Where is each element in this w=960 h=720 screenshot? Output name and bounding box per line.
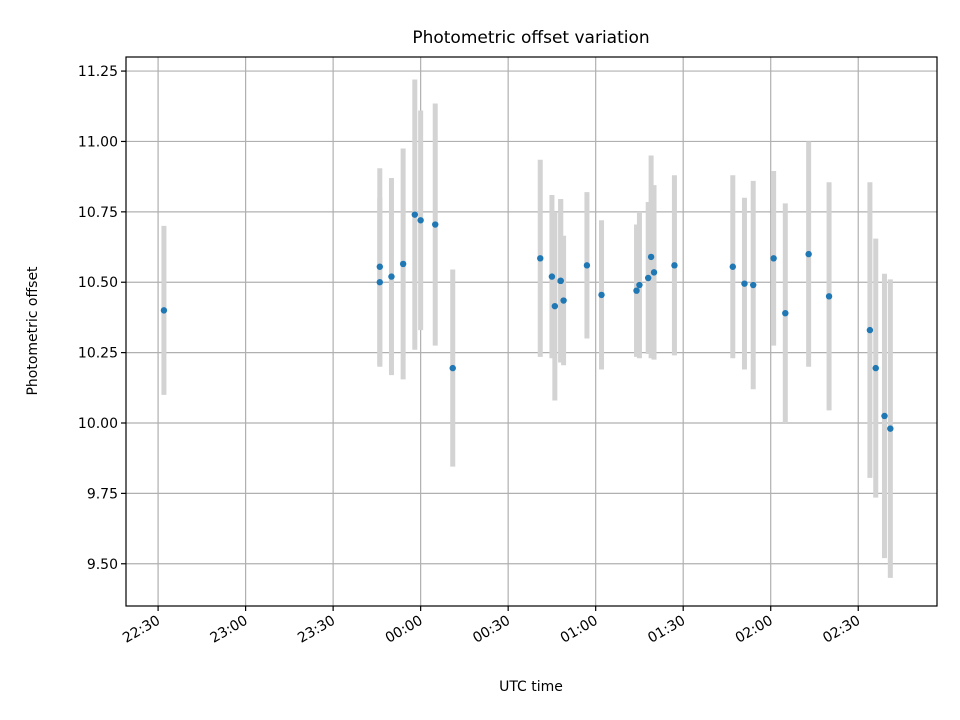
data-point (411, 211, 419, 218)
data-point (805, 250, 812, 258)
y-axis-label: Photometric offset (25, 266, 41, 396)
data-point (376, 263, 384, 270)
chart-title: Photometric offset variation (412, 28, 649, 48)
data-point (548, 273, 556, 280)
x-tick-label: 00:00 (383, 613, 426, 647)
x-tick-label: 02:30 (820, 613, 863, 647)
data-point (583, 262, 591, 269)
data-point (671, 262, 678, 269)
data-point (782, 310, 789, 317)
data-point (881, 412, 888, 420)
data-point (636, 281, 643, 289)
data-point (598, 291, 605, 299)
data-point (399, 260, 407, 268)
data-point (650, 269, 658, 276)
x-axis-label: UTC time (499, 679, 563, 695)
y-tick-label: 10.50 (78, 275, 118, 291)
x-axis-ticks: 22:30 23:00 23:30 00:00 00:30 01:00 01:30 02:00… (120, 606, 863, 647)
data-point (557, 277, 564, 285)
data-point (729, 263, 736, 270)
data-point (376, 279, 384, 286)
data-point (647, 253, 655, 261)
x-tick-label: 02:00 (733, 613, 776, 647)
y-tick-label: 9.75 (87, 486, 118, 502)
data-point (770, 255, 777, 262)
data-point (551, 302, 559, 310)
data-point (741, 280, 748, 287)
y-tick-label: 11.00 (78, 134, 118, 150)
data-point (644, 274, 652, 282)
y-tick-label: 10.25 (78, 346, 118, 362)
plot-frame (125, 56, 938, 607)
data-point (537, 255, 544, 262)
x-tick-label: 01:30 (645, 613, 688, 647)
x-tick-label: 00:30 (470, 613, 513, 647)
x-tick-label: 23:30 (295, 613, 338, 647)
y-tick-label: 11.25 (78, 64, 118, 80)
data-point (866, 326, 874, 334)
data-point (887, 425, 894, 432)
data-point (872, 364, 879, 372)
y-axis-ticks: 9.50 9.75 10.00 10.25 10.50 10.75 11.00 11.25 (78, 64, 126, 573)
data-point (449, 364, 456, 372)
data-point (417, 217, 424, 224)
data-point (388, 273, 395, 280)
data-point (825, 293, 833, 300)
data-point (160, 307, 168, 314)
x-tick-label: 01:00 (558, 613, 601, 647)
data-point (560, 297, 567, 304)
y-tick-label: 9.50 (87, 557, 118, 573)
x-tick-label: 23:00 (208, 613, 251, 647)
data-point (633, 287, 640, 294)
data-points (160, 211, 894, 432)
grid-lines (126, 57, 937, 606)
error-bars (161, 79, 893, 578)
x-tick-label: 22:30 (120, 613, 163, 647)
y-tick-label: 10.75 (78, 205, 118, 221)
data-point (432, 221, 439, 228)
data-point (750, 281, 757, 289)
y-tick-label: 10.00 (78, 416, 118, 432)
